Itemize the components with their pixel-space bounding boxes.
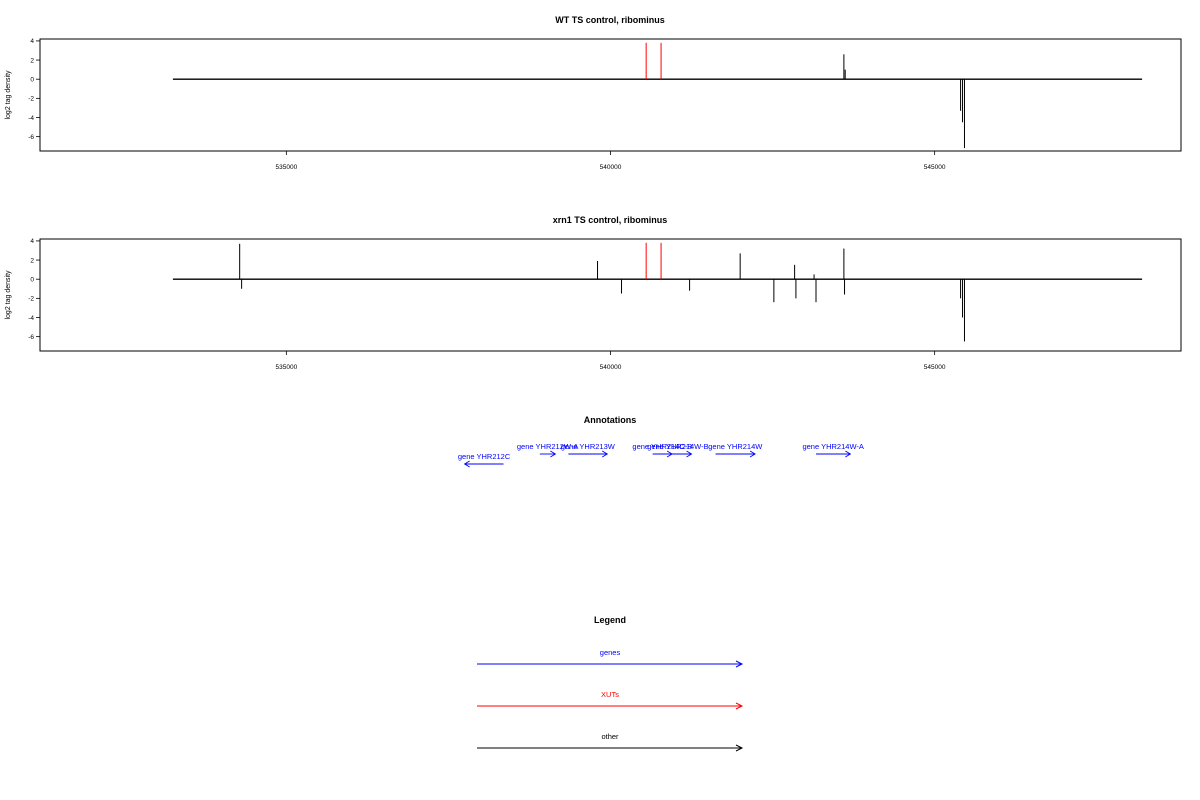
- gene-arrowhead: [602, 450, 609, 458]
- panel-title: xrn1 TS control, ribominus: [553, 215, 668, 225]
- plot-frame: [39, 38, 1182, 152]
- x-tick-label: 545000: [924, 164, 946, 171]
- plot-marks: [172, 242, 1143, 342]
- legend-label: other: [601, 732, 619, 741]
- y-tick-label: 4: [30, 238, 34, 245]
- plot-marks: [172, 42, 1143, 149]
- gene-annotation: gene YHR214W-A: [802, 442, 864, 458]
- legend-title: Legend: [594, 615, 626, 625]
- x-tick-label: 535000: [276, 364, 298, 371]
- gene-label: gene YHR214W-B: [647, 442, 708, 451]
- axis-ticks: 4 2 0 -2 -4 -6 535000 540000 545000: [28, 38, 946, 171]
- y-tick-label: -4: [28, 315, 34, 322]
- legend-item: XUTs: [477, 690, 744, 710]
- x-tick-label: 540000: [600, 364, 622, 371]
- y-tick-label: -2: [28, 296, 34, 303]
- axis-ticks: 4 2 0 -2 -4 -6 535000 540000 545000: [28, 238, 946, 371]
- y-tick-label: 0: [30, 277, 34, 284]
- x-tick-label: 545000: [924, 364, 946, 371]
- gene-arrowhead: [550, 450, 557, 458]
- panel-xrn1: xrn1 TS control, ribominus log2 tag dens…: [5, 215, 1182, 371]
- legend-label: genes: [600, 648, 621, 657]
- y-tick-label: -6: [28, 134, 34, 141]
- gene-arrowhead: [749, 450, 756, 458]
- y-axis-label: log2 tag density: [5, 70, 12, 120]
- y-tick-label: 0: [30, 77, 34, 84]
- gene-annotation: gene YHR213W: [561, 442, 616, 458]
- plot-frame: [39, 238, 1182, 352]
- gene-label: gene YHR214W-A: [802, 442, 863, 451]
- legend-label: XUTs: [601, 690, 619, 699]
- gene-label: gene YHR212C: [458, 452, 511, 461]
- gene-arrowhead: [463, 460, 470, 468]
- gene-label: gene YHR214W: [708, 442, 763, 451]
- gene-arrowhead: [686, 450, 693, 458]
- gene-annotation: gene YHR212W-A: [517, 442, 578, 458]
- gene-annotation: gene YHR214W: [708, 442, 763, 458]
- gene-label: gene YHR214C-B: [632, 442, 692, 451]
- legend-item: other: [477, 732, 744, 752]
- panel-title: WT TS control, ribominus: [555, 15, 665, 25]
- gene-annotation: gene YHR214W-B: [647, 442, 709, 458]
- y-tick-label: 2: [30, 57, 34, 64]
- legend: Legend genes XUTs other: [477, 615, 744, 752]
- y-tick-label: -4: [28, 115, 34, 122]
- x-tick-label: 535000: [276, 164, 298, 171]
- annotations-title: Annotations: [584, 415, 637, 425]
- legend-arrowhead: [735, 660, 744, 668]
- y-tick-label: -2: [28, 96, 34, 103]
- gene-label: gene YHR213W: [561, 442, 616, 451]
- panel-wt: WT TS control, ribominus log2 tag densit…: [5, 15, 1182, 171]
- gene-label: gene YHR212W-A: [517, 442, 578, 451]
- x-tick-label: 540000: [600, 164, 622, 171]
- legend-arrowhead: [735, 702, 744, 710]
- y-tick-label: 4: [30, 38, 34, 45]
- y-tick-label: -6: [28, 334, 34, 341]
- legend-items: genes XUTs other: [477, 648, 744, 752]
- gene-annotation: gene YHR212C: [458, 452, 511, 468]
- y-tick-label: 2: [30, 257, 34, 264]
- y-axis-label: log2 tag density: [5, 270, 12, 320]
- legend-arrowhead: [735, 744, 744, 752]
- gene-arrowhead: [845, 450, 852, 458]
- legend-item: genes: [477, 648, 744, 668]
